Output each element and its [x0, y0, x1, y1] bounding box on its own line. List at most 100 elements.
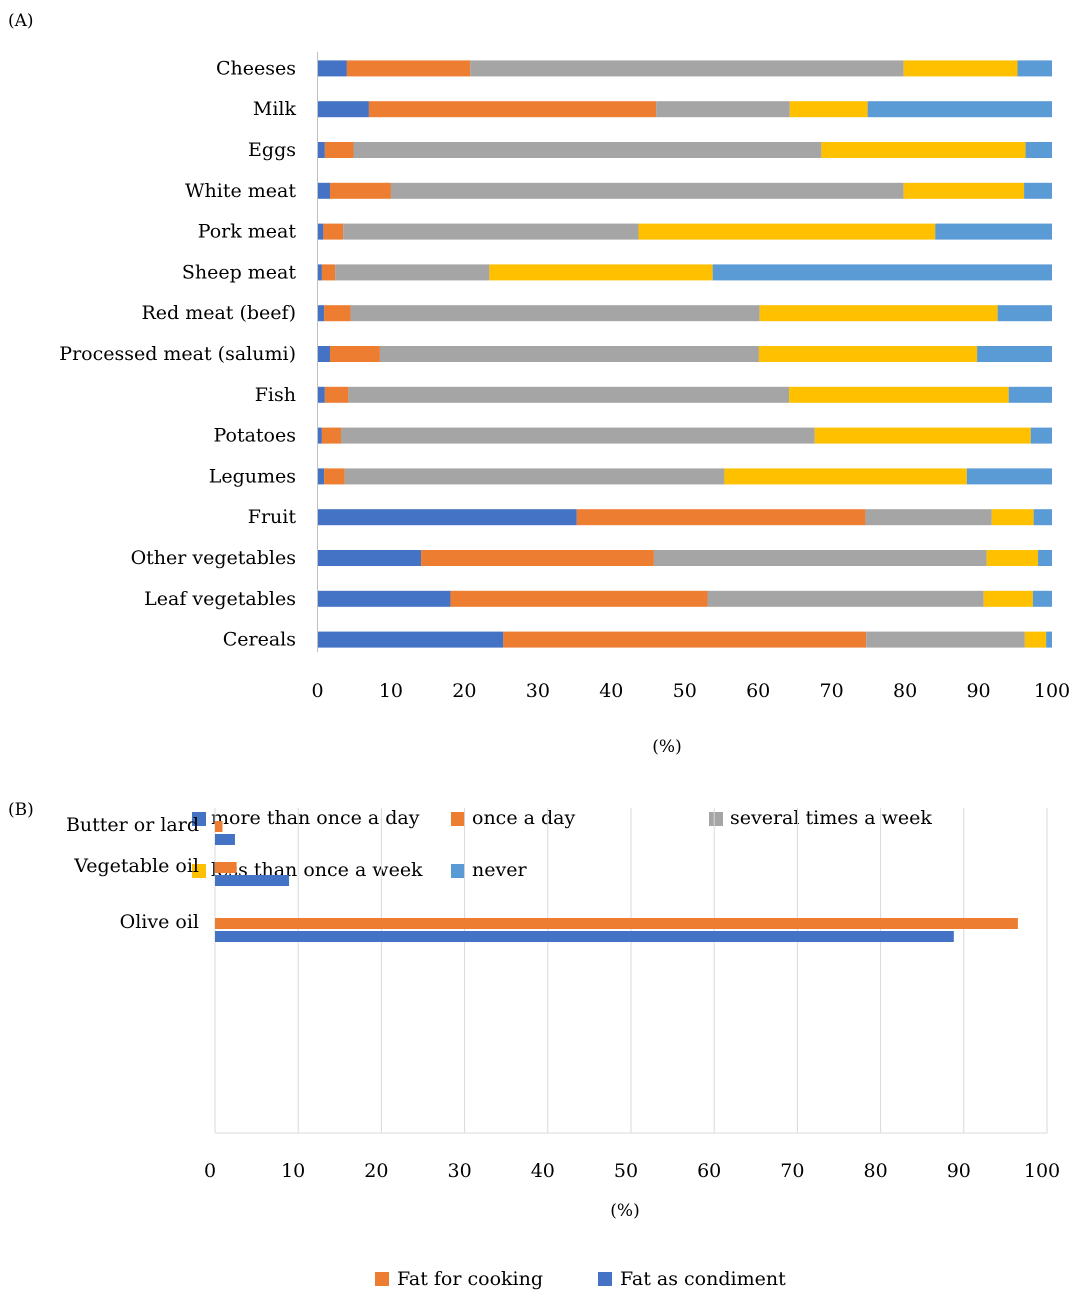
legend-swatch [598, 1272, 612, 1286]
bar-segment [318, 183, 330, 199]
x-tick-label: 10 [281, 1160, 305, 1182]
x-tick-label: 0 [311, 680, 323, 702]
category-label: Red meat (beef) [141, 302, 296, 324]
legend-label: more than once a day [211, 807, 420, 829]
bar [215, 862, 237, 873]
bar-segment [1024, 183, 1052, 199]
bar-segment [318, 142, 325, 158]
bar-segment [322, 428, 341, 444]
category-label: Fish [255, 384, 296, 406]
x-tick-label: 0 [204, 1160, 216, 1182]
x-tick-label: 40 [599, 680, 623, 702]
bar-segment [866, 632, 1025, 648]
bar-segment [318, 468, 325, 484]
category-label: Vegetable oil [73, 855, 199, 877]
x-axis-title: (%) [652, 737, 681, 757]
bar-segment [760, 305, 998, 321]
category-label: Fruit [248, 506, 297, 528]
legend-label: Fat for cooking [397, 1268, 543, 1290]
bar-segment [324, 468, 345, 484]
category-label: Sheep meat [182, 261, 297, 283]
bar-segment [815, 428, 1031, 444]
bar-segment [345, 468, 725, 484]
x-tick-label: 80 [864, 1160, 888, 1182]
bar-segment [322, 264, 335, 280]
bar-segment [323, 224, 343, 240]
bar-segment [1033, 591, 1052, 607]
legend-swatch [451, 812, 465, 826]
bar-segment [904, 60, 1018, 76]
x-tick-label: 80 [893, 680, 917, 702]
x-tick-label: 30 [526, 680, 550, 702]
x-tick-label: 20 [452, 680, 476, 702]
bar-segment [330, 183, 391, 199]
bar-segment [821, 142, 1025, 158]
category-label: Processed meat (salumi) [59, 343, 296, 365]
x-tick-label: 40 [531, 1160, 555, 1182]
bar-segment [318, 60, 347, 76]
panel-a-label: (A) [8, 11, 34, 31]
bar-segment [343, 224, 638, 240]
legend-swatch [451, 864, 465, 878]
bar-segment [470, 60, 903, 76]
x-tick-label: 10 [379, 680, 403, 702]
x-tick-label: 50 [614, 1160, 638, 1182]
category-label: Cheeses [216, 57, 296, 79]
x-tick-label: 90 [966, 680, 990, 702]
bar-segment [335, 264, 489, 280]
category-label: Potatoes [214, 425, 297, 447]
category-label: Milk [253, 98, 297, 120]
bar-segment [489, 264, 712, 280]
bar-segment [759, 346, 977, 362]
panel-b-label: (B) [8, 800, 34, 820]
bar-segment [348, 387, 789, 403]
bar-segment [935, 224, 1052, 240]
bar-segment [318, 387, 325, 403]
bar-segment [904, 183, 1024, 199]
bar-segment [318, 264, 322, 280]
bar-segment [1017, 60, 1052, 76]
bar-segment [318, 632, 504, 648]
x-tick-label: 60 [697, 1160, 721, 1182]
bar-segment [325, 142, 354, 158]
x-tick-label: 100 [1034, 680, 1070, 702]
bar-segment [318, 224, 324, 240]
category-label: Other vegetables [131, 547, 296, 569]
bar-segment [789, 387, 1009, 403]
bar-segment [984, 591, 1033, 607]
bar-segment [992, 509, 1034, 525]
legend-label: once a day [472, 807, 575, 829]
bar-segment [977, 346, 1052, 362]
bar [215, 821, 222, 832]
x-tick-label: 100 [1024, 1160, 1060, 1182]
bar-segment [1046, 632, 1052, 648]
bar-segment [318, 101, 369, 117]
category-label: Cereals [223, 629, 296, 651]
bar-segment [1034, 509, 1052, 525]
x-tick-label: 70 [820, 680, 844, 702]
bar-segment [724, 468, 966, 484]
bar-segment [380, 346, 759, 362]
x-tick-label: 70 [780, 1160, 804, 1182]
x-tick-label: 20 [364, 1160, 388, 1182]
legend-label: Fat as condiment [620, 1268, 786, 1290]
bar-segment [351, 305, 760, 321]
category-label: Legumes [209, 465, 296, 487]
bar-segment [865, 509, 991, 525]
bar-segment [987, 550, 1038, 566]
panel-a: (A) Cheeses Milk Eggs White meat Pork meat Sh… [8, 11, 1070, 881]
bar-segment [324, 305, 350, 321]
bar-segment [330, 346, 380, 362]
bar-segment [318, 550, 422, 566]
bar-segment [318, 305, 325, 321]
bar-segment [868, 101, 1052, 117]
bar-segment [708, 591, 984, 607]
legend-label: never [472, 859, 527, 881]
bar-segment [656, 101, 790, 117]
category-label: White meat [185, 180, 296, 202]
bar-segment [1025, 632, 1046, 648]
bar-segment [1031, 428, 1052, 444]
legend-label: several times a week [730, 807, 932, 829]
x-tick-label: 90 [947, 1160, 971, 1182]
